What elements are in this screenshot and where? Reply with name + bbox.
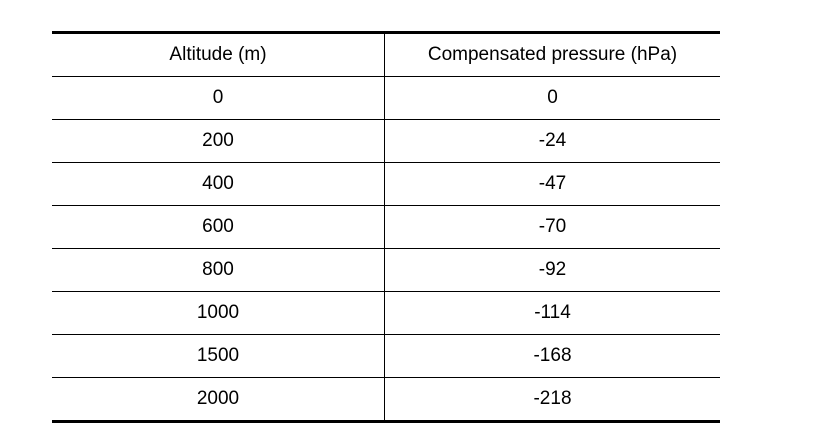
pressure-table: Altitude (m) Compensated pressure (hPa) … (52, 31, 720, 423)
data-row: 1500 -168 (52, 335, 720, 378)
data-row: 2000 -218 (52, 378, 720, 420)
data-row: 200 -24 (52, 120, 720, 163)
data-cell: 600 (52, 206, 385, 248)
data-cell: 400 (52, 163, 385, 205)
data-row: 400 -47 (52, 163, 720, 206)
data-cell: 0 (52, 77, 385, 119)
data-row: 600 -70 (52, 206, 720, 249)
data-cell: 200 (52, 120, 385, 162)
data-row: 800 -92 (52, 249, 720, 292)
data-cell: -92 (538, 259, 567, 280)
data-cell: -218 (533, 388, 572, 409)
data-cell: 1500 (52, 335, 385, 377)
header-cell: Compensated pressure (hPa) (427, 44, 678, 65)
data-cell: -47 (538, 173, 567, 194)
data-cell: -70 (538, 216, 567, 237)
data-cell: -114 (534, 302, 571, 323)
data-cell: 1000 (52, 292, 385, 334)
data-cell: -168 (533, 345, 572, 366)
header-cell: Altitude (m) (52, 34, 385, 76)
data-cell: 2000 (52, 378, 385, 420)
data-cell: 800 (52, 249, 385, 291)
data-row: 1000 -114 (52, 292, 720, 335)
header-row: Altitude (m) Compensated pressure (hPa) (52, 34, 720, 77)
data-cell: 0 (547, 87, 558, 108)
data-cell: -24 (538, 130, 567, 151)
